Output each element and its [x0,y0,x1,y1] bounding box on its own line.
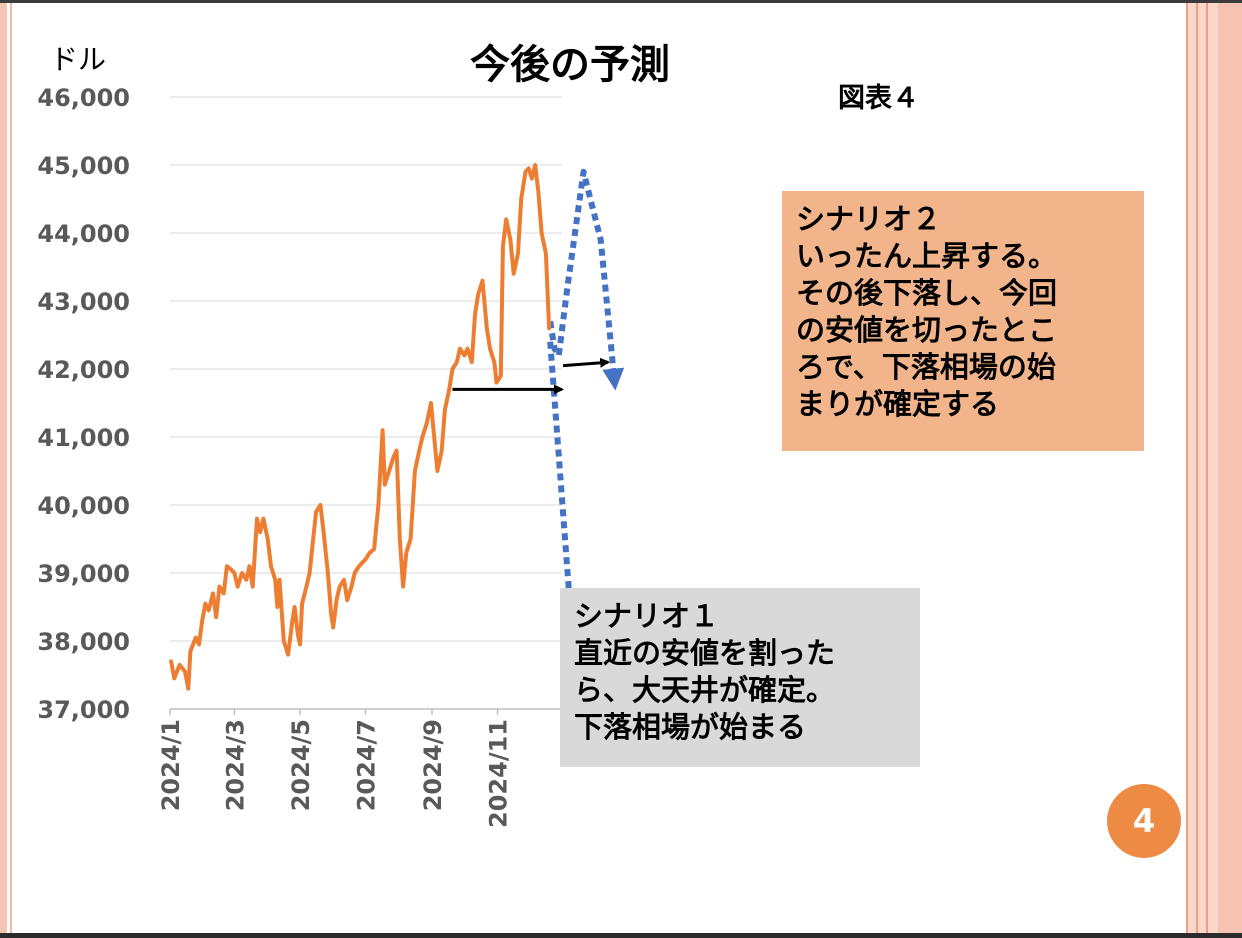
scenario-1-callout: シナリオ１ 直近の安値を割った ら、大天井が確定。 下落相場が始まる [560,588,920,767]
scenario-2-line: その後下落し、今回 [796,276,1058,310]
y-tick-label: 38,000 [37,628,130,656]
x-tick-label: 2024/7 [352,719,380,811]
right-decorative-line [1196,3,1198,933]
x-tick-label: 2024/5 [287,719,315,811]
y-tick-label: 46,000 [37,84,130,112]
price-series-line [169,163,552,691]
top-border [0,0,1242,3]
x-tick-label: 2024/11 [485,719,513,828]
y-tick-label: 44,000 [37,220,130,248]
y-tick-label: 43,000 [37,288,130,316]
scenario-1-path [547,341,583,649]
left-decorative-band [0,3,7,933]
scenario-2-line: の安値を切ったとこ [796,313,1058,347]
y-tick-labels: 37,000 38,000 39,000 40,000 41,000 42,000 43,0… [37,84,130,724]
x-tick-label: 2024/9 [419,719,447,811]
right-decorative-line [1186,3,1188,933]
reference-arrows [452,357,611,395]
x-tick-label: 2024/1 [157,719,185,811]
scenario-2-callout: シナリオ２ いったん上昇する。 その後下落し、今回 の安値を切ったとこ ろで、下… [782,191,1144,451]
right-decorative-line [1206,3,1208,933]
slide-title: 今後の予測 [470,42,670,88]
scenario-1-line: 直近の安値を割った [574,636,836,670]
x-tick-label: 2024/3 [221,719,249,811]
page-number-badge: 4 [1107,784,1181,858]
y-tick-label: 40,000 [37,492,130,520]
grid-lines [169,96,562,715]
figure-label: 図表４ [838,83,919,114]
scenario-2-line: いったん上昇する。 [796,239,1058,273]
scenario-1-line: 下落相場が始まる [574,710,807,744]
y-tick-label: 42,000 [37,356,130,384]
left-decorative-line [10,3,12,933]
scenario-2-line: シナリオ２ [796,202,942,236]
y-tick-label: 45,000 [37,152,130,180]
y-tick-label: 37,000 [37,696,130,724]
scenario-2-line: まりが確定する [796,387,1000,421]
bottom-border [0,933,1242,938]
scenario-1-line: ら、大天井が確定。 [574,673,836,707]
scenario-2-low-arrow [562,357,611,368]
scenario-1-line: シナリオ１ [574,599,720,633]
y-tick-label: 39,000 [37,560,130,588]
forecast-paths [547,168,625,649]
y-tick-label: 41,000 [37,424,130,452]
y-axis-unit-label: ドル [50,43,107,76]
scenario-2-line: ろで、下落相場の始 [796,350,1056,384]
price-series [169,163,552,691]
scenario-2-path [547,168,625,391]
x-tick-labels: 2024/1 2024/3 2024/5 2024/7 2024/9 2024/11 [157,719,513,828]
right-decorative-fill [1218,3,1242,933]
